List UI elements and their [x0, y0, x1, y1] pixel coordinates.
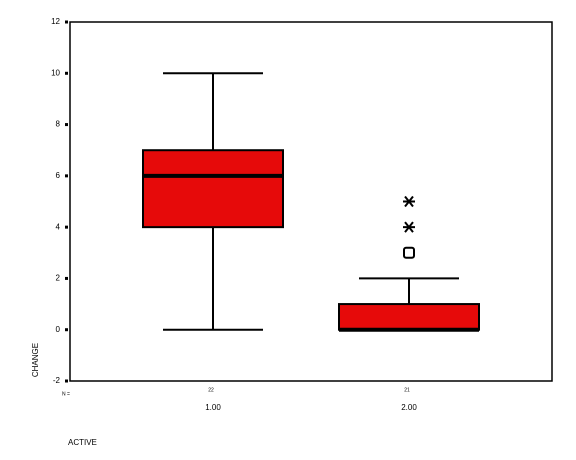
y-tick-label: 6: [56, 171, 61, 180]
plot-frame: [69, 21, 553, 382]
y-tick-label: 2: [56, 274, 61, 283]
extreme: [403, 221, 415, 233]
extreme: [403, 195, 415, 208]
n-count: 21: [404, 387, 410, 393]
y-axis-label: CHANGE: [31, 343, 40, 377]
y-tick-mark: [65, 276, 68, 280]
y-tick-mark: [65, 123, 68, 127]
y-tick-label: 0: [56, 325, 61, 334]
n-count: 22: [208, 387, 214, 393]
outlier: [403, 246, 415, 259]
y-tick-mark: [65, 174, 68, 178]
x-tick-label: 2.00: [401, 403, 417, 412]
x-tick-label: 1.00: [205, 403, 221, 412]
box: [142, 149, 284, 229]
y-tick-label: 4: [56, 222, 61, 231]
n-label: N =: [62, 391, 70, 397]
x-axis-label: ACTIVE: [68, 438, 97, 447]
y-tick-mark: [65, 71, 68, 75]
y-tick-mark: [65, 328, 68, 332]
y-tick-mark: [65, 20, 68, 24]
y-tick-label: 8: [56, 120, 61, 129]
box: [338, 303, 480, 331]
y-tick-label: -2: [53, 376, 61, 385]
y-tick-mark: [65, 225, 68, 229]
extreme-stroke: [404, 195, 414, 208]
extreme-stroke: [404, 221, 414, 233]
y-tick-label: 10: [51, 68, 60, 77]
y-tick-mark: [65, 379, 68, 383]
y-tick-label: 12: [51, 17, 60, 26]
